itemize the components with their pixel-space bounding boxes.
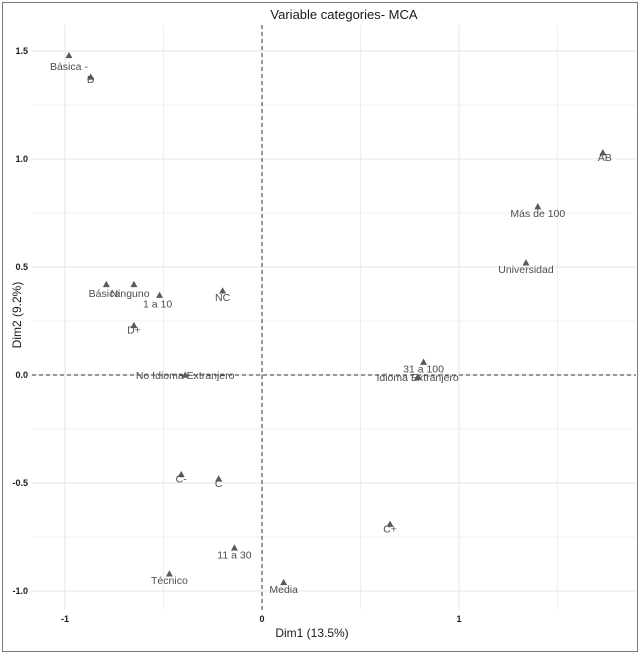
point-label: NC bbox=[215, 292, 231, 304]
point-label: AB bbox=[598, 152, 612, 164]
point-marker bbox=[65, 51, 73, 59]
point-marker bbox=[522, 259, 530, 266]
y-tick-label: 1.0 bbox=[15, 154, 28, 164]
point-marker bbox=[130, 321, 138, 329]
point-label: Media bbox=[269, 584, 298, 596]
point-label: Técnico bbox=[151, 575, 188, 587]
point-marker bbox=[165, 570, 173, 577]
point-label: No Idioma Extranjero bbox=[136, 370, 235, 382]
point-marker bbox=[102, 280, 110, 288]
y-tick-label: -1.0 bbox=[12, 586, 28, 596]
grid-lines bbox=[32, 25, 636, 610]
point-label: D+ bbox=[127, 325, 141, 337]
point-label: 11 a 30 bbox=[217, 549, 251, 561]
point-marker bbox=[177, 470, 185, 478]
data-points: Básica -D AB Más de 100 Universidad BásicaNi… bbox=[50, 51, 612, 596]
point-marker bbox=[599, 149, 607, 156]
point-marker bbox=[130, 280, 138, 288]
point-label: Básica - bbox=[50, 61, 88, 73]
reference-lines bbox=[32, 25, 636, 610]
point-marker bbox=[420, 358, 428, 365]
point-label: Universidad bbox=[498, 264, 554, 276]
point-marker bbox=[280, 578, 288, 586]
point-marker bbox=[215, 475, 223, 482]
x-tick-label: -1 bbox=[61, 614, 69, 624]
point-marker bbox=[414, 373, 422, 380]
point-marker bbox=[156, 291, 164, 298]
axis-ticks: -1 0 1 -1.0 -0.5 0.0 0.5 1.0 1.5 bbox=[12, 46, 461, 624]
y-tick-label: 0.0 bbox=[15, 370, 28, 380]
point-label: Ninguno bbox=[110, 288, 149, 300]
point-label: D bbox=[87, 74, 95, 86]
point-marker bbox=[87, 73, 95, 80]
y-tick-label: 1.5 bbox=[15, 46, 28, 56]
point-label: Más de 100 bbox=[510, 208, 565, 220]
point-label: C+ bbox=[383, 523, 397, 535]
point-marker bbox=[219, 287, 227, 294]
y-axis-label: Dim2 (9.2%) bbox=[10, 282, 24, 349]
point-label: Idioma Extranjero bbox=[376, 372, 458, 384]
x-axis-label: Dim1 (13.5%) bbox=[275, 626, 348, 640]
point-marker bbox=[386, 520, 394, 527]
y-tick-label: -0.5 bbox=[12, 478, 28, 488]
x-tick-label: 0 bbox=[259, 614, 264, 624]
point-label: C- bbox=[176, 474, 188, 486]
point-label: Básica bbox=[89, 288, 121, 300]
point-marker bbox=[534, 203, 542, 210]
point-label: 31 a 100 bbox=[403, 364, 444, 376]
chart-title: Variable categories- MCA bbox=[270, 7, 417, 22]
point-marker bbox=[230, 544, 238, 551]
point-label: C bbox=[215, 478, 223, 490]
point-marker bbox=[181, 371, 189, 378]
y-tick-label: 0.5 bbox=[15, 262, 28, 272]
point-label: 1 a 10 bbox=[143, 299, 172, 311]
x-tick-label: 1 bbox=[456, 614, 461, 624]
